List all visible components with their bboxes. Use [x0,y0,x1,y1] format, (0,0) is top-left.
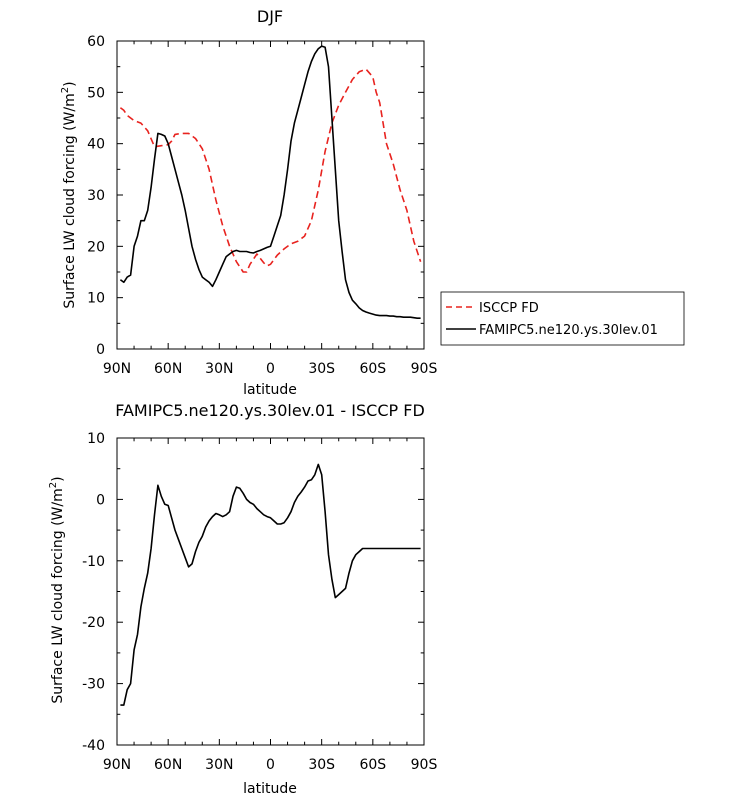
y-tick-label: 40 [87,137,105,153]
top-plot-frame [116,40,425,350]
y-tick-label: 20 [87,239,105,255]
x-tick-label: 90S [411,757,438,773]
x-tick-label: 30S [308,757,335,773]
legend-label-famipc5: FAMIPC5.ne120.ys.30lev.01 [479,323,658,338]
bottom-ticks: 90N 60N 30N 0 30S 60S 90S -40 -30 -20 -10 0 10 [82,431,437,773]
bottom-plot-frame [116,437,425,746]
x-tick-label: 60S [359,361,386,377]
bottom-chart-title: FAMIPC5.ne120.ys.30lev.01 - ISCCP FD [115,401,425,420]
top-x-axis-label: latitude [243,382,297,398]
legend-box [440,291,685,346]
y-tick-label: 10 [87,431,105,447]
y-tick-label: -20 [82,615,105,631]
x-tick-label: 60N [154,361,182,377]
top-series [119,45,422,320]
y-tick-label: 0 [96,492,105,508]
x-tick-label: 60S [359,757,386,773]
y-tick-label: 10 [87,291,105,307]
top-ticks: 90N 60N 30N 0 30S 60S 90S 0 10 20 30 40 50 60 [87,34,437,377]
y-tick-label: 50 [87,85,105,101]
y-tick-label: 60 [87,34,105,50]
legend-label-isccp: ISCCP FD [479,301,539,316]
y-tick-label: -30 [82,677,105,693]
x-tick-label: 30N [205,361,233,377]
bottom-series [120,463,421,706]
y-tick-label: 0 [96,342,105,358]
series-line-isccp-fd [119,68,422,273]
x-tick-label: 90N [103,757,131,773]
bottom-x-axis-label: latitude [243,781,297,797]
series-line-difference [120,463,421,706]
x-tick-label: 60N [154,757,182,773]
top-panel: DJF 90N 60N 30N 0 30S 60S 90S 0 10 20 30 40 50 60 lat… [60,7,685,398]
bottom-y-axis-label: Surface LW cloud forcing (W/m2) [48,476,66,703]
top-y-axis-label: Surface LW cloud forcing (W/m2) [60,81,78,308]
y-tick-label: 30 [87,188,105,204]
x-tick-label: 90S [411,361,438,377]
legend: ISCCP FD FAMIPC5.ne120.ys.30lev.01 [440,291,685,346]
y-tick-label: -40 [82,738,105,754]
x-tick-label: 0 [266,361,275,377]
x-tick-label: 30N [205,757,233,773]
bottom-panel: FAMIPC5.ne120.ys.30lev.01 - ISCCP FD 90N… [48,401,437,797]
top-chart-title: DJF [257,7,283,26]
x-tick-label: 90N [103,361,131,377]
x-tick-label: 30S [308,361,335,377]
series-line-famipc5-ne120-ys-30lev-01 [119,45,421,320]
y-tick-label: -10 [82,554,105,570]
x-tick-label: 0 [266,757,275,773]
